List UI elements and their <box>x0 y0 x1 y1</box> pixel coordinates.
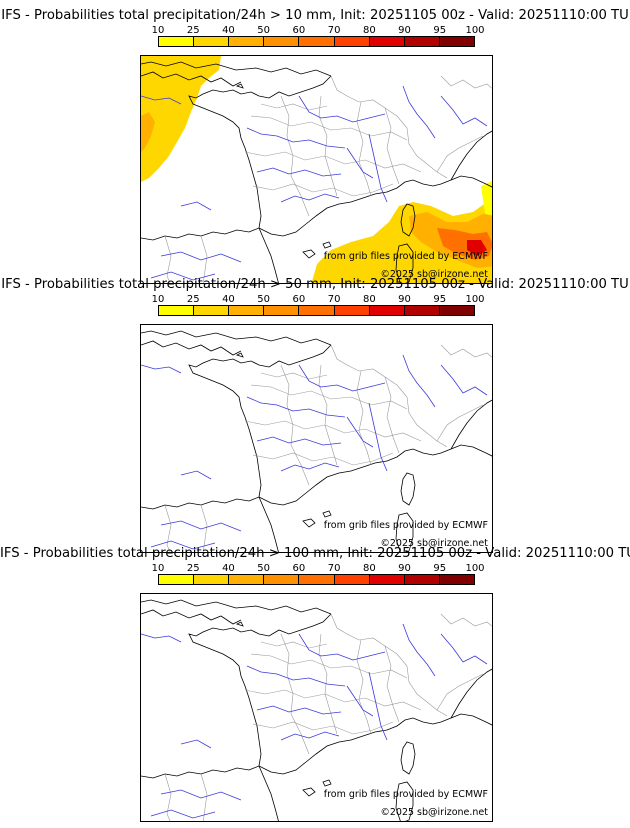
colorbar-labels: 10 25 40 50 60 70 80 90 95 100 <box>148 294 488 306</box>
map-panel: IFS - Probabilities total precipitation/… <box>0 8 630 284</box>
colorbar-swatch <box>404 306 440 315</box>
coastline <box>141 61 492 283</box>
colorbar-tick-label: 90 <box>398 563 411 574</box>
panel-title: IFS - Probabilities total precipitation/… <box>0 546 630 561</box>
colorbar-tick-label: 100 <box>465 294 485 305</box>
precip-area <box>467 240 487 256</box>
colorbar-tick-label: 70 <box>327 25 341 36</box>
colorbar-tick-label: 90 <box>398 25 411 36</box>
map-frame: from grib files provided by ECMWF ©2025 … <box>140 593 493 822</box>
colorbar-swatch <box>194 37 230 46</box>
admin-borders <box>164 613 492 821</box>
colorbar-swatch <box>404 575 440 584</box>
colorbar-tick-label: 10 <box>151 294 165 305</box>
credit-copyright: ©2025 sb@irizone.net <box>380 538 488 549</box>
colorbar-tick-label: 50 <box>257 294 271 305</box>
map-canvas <box>141 56 492 283</box>
colorbar-tick-label: 80 <box>362 294 376 305</box>
colorbar-tick-label: 40 <box>222 563 235 574</box>
colorbar-swatch <box>334 37 370 46</box>
colorbar-swatch <box>229 306 265 315</box>
colorbar-swatch <box>369 37 405 46</box>
colorbar-swatch <box>229 575 265 584</box>
colorbar-swatch <box>194 306 230 315</box>
precip-area <box>481 180 492 216</box>
colorbar-tick-label: 100 <box>465 25 485 36</box>
colorbar-swatch <box>299 575 335 584</box>
admin-borders <box>164 75 492 283</box>
rivers <box>141 354 488 550</box>
colorbar-labels: 10 25 40 50 60 70 80 90 95 100 <box>148 25 488 37</box>
colorbar-tick-label: 25 <box>186 563 200 574</box>
colorbar-tick-label: 40 <box>222 294 235 305</box>
credit-source: from grib files provided by ECMWF <box>323 789 488 800</box>
map-frame: from grib files provided by ECMWF ©2025 … <box>140 324 493 553</box>
colorbar-swatch <box>264 575 300 584</box>
colorbar-tick-label: 60 <box>292 563 306 574</box>
colorbar-swatch <box>159 37 195 46</box>
colorbar-tick-label: 10 <box>151 563 165 574</box>
colorbar-swatch <box>229 37 265 46</box>
coastline <box>141 599 492 821</box>
colorbar-swatch <box>334 306 370 315</box>
colorbar-swatch <box>334 575 370 584</box>
colorbar-swatch <box>299 37 335 46</box>
colorbar-swatch <box>369 575 405 584</box>
precipitation-layer <box>141 56 492 283</box>
precip-area <box>311 197 492 283</box>
colorbar-tick-label: 25 <box>186 25 200 36</box>
colorbar-tick-label: 40 <box>222 25 235 36</box>
colorbar-tick-label: 50 <box>257 563 271 574</box>
colorbar-tick-label: 70 <box>327 563 341 574</box>
colorbar-tick-label: 95 <box>433 25 447 36</box>
colorbar-tick-label: 95 <box>433 563 447 574</box>
colorbar-tick-label: 80 <box>362 25 376 36</box>
colorbar-tick-label: 60 <box>292 25 306 36</box>
colorbar <box>158 305 475 316</box>
rivers <box>141 623 488 819</box>
colorbar-tick-label: 100 <box>465 563 485 574</box>
map-canvas <box>141 599 492 821</box>
colorbar-swatch <box>159 306 195 315</box>
colorbar-tick-label: 50 <box>257 25 271 36</box>
colorbar-swatch <box>439 37 474 46</box>
map-canvas <box>141 330 492 552</box>
colorbar-swatch <box>439 306 474 315</box>
colorbar <box>158 36 475 47</box>
admin-borders <box>164 344 492 552</box>
colorbar-swatch <box>264 306 300 315</box>
panel-title: IFS - Probabilities total precipitation/… <box>1 277 629 292</box>
map-panel: IFS - Probabilities total precipitation/… <box>0 546 630 822</box>
colorbar <box>158 574 475 585</box>
map-panel: IFS - Probabilities total precipitation/… <box>0 277 630 553</box>
colorbar-swatch <box>369 306 405 315</box>
colorbar-tick-label: 80 <box>362 563 376 574</box>
precip-area <box>141 56 221 182</box>
colorbar-tick-label: 95 <box>433 294 447 305</box>
credit-copyright: ©2025 sb@irizone.net <box>380 807 488 818</box>
colorbar-tick-label: 25 <box>186 294 200 305</box>
colorbar-tick-label: 10 <box>151 25 165 36</box>
colorbar-swatch <box>299 306 335 315</box>
map-frame: from grib files provided by ECMWF ©2025 … <box>140 55 493 284</box>
colorbar-swatch <box>439 575 474 584</box>
colorbar-swatch <box>404 37 440 46</box>
precip-area <box>141 112 155 152</box>
panel-title: IFS - Probabilities total precipitation/… <box>1 8 629 23</box>
credit-copyright: ©2025 sb@irizone.net <box>380 269 488 280</box>
colorbar-swatch <box>194 575 230 584</box>
credit-source: from grib files provided by ECMWF <box>323 251 488 262</box>
colorbar-tick-label: 70 <box>327 294 341 305</box>
colorbar-swatch <box>264 37 300 46</box>
colorbar-swatch <box>159 575 195 584</box>
credit-source: from grib files provided by ECMWF <box>323 520 488 531</box>
colorbar-labels: 10 25 40 50 60 70 80 90 95 100 <box>148 563 488 575</box>
colorbar-tick-label: 90 <box>398 294 411 305</box>
rivers <box>141 85 488 281</box>
colorbar-tick-label: 60 <box>292 294 306 305</box>
